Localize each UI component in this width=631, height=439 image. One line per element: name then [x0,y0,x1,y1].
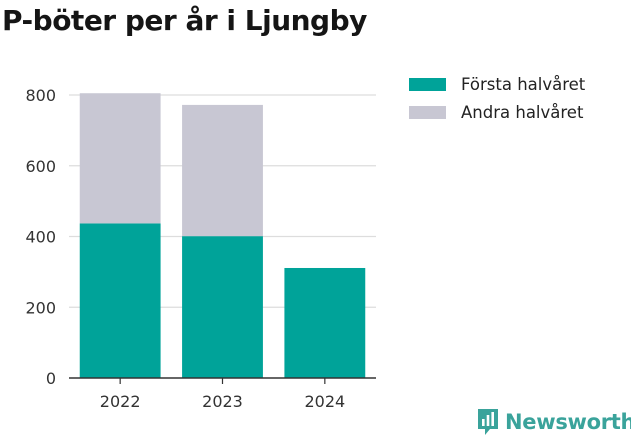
legend-swatch-second-half [409,105,446,119]
y-tick-label-600: 600 [25,157,56,176]
y-tick-label-200: 200 [25,298,56,317]
legend-label-first-half: Första halvåret [461,74,586,94]
legend-swatch-first-half [409,77,446,91]
legend-item-first-half: Första halvåret [409,70,585,98]
x-tick-label-2023: 2023 [202,392,243,411]
bars [79,93,366,378]
y-tick-label-800: 800 [25,86,56,105]
bar-2023-series-0[interactable] [182,236,263,378]
x-tick-label-2022: 2022 [100,392,141,411]
bar-2024-series-0[interactable] [284,267,366,378]
bar-2022-series-0[interactable] [79,223,161,378]
legend-label-second-half: Andra halvåret [461,102,584,122]
x-axis-ticks: 2022 2023 2024 [100,378,345,411]
legend: Första halvåret Andra halvåret [409,70,585,126]
y-tick-label-0: 0 [46,369,56,388]
y-tick-label-400: 400 [25,228,56,247]
legend-item-second-half: Andra halvåret [409,98,585,126]
chart-title: P-böter per år i Ljungby [2,4,367,37]
x-tick-label-2024: 2024 [304,392,345,411]
newsworthy-logo-text: Newsworthy [505,410,631,434]
y-axis-ticks: 0 200 400 600 800 [25,86,56,388]
bar-2022-series-1[interactable] [79,93,161,224]
bar-2023-series-1[interactable] [182,104,263,237]
newsworthy-logo[interactable]: Newsworthy [476,407,631,437]
newsworthy-logo-icon [478,409,498,435]
